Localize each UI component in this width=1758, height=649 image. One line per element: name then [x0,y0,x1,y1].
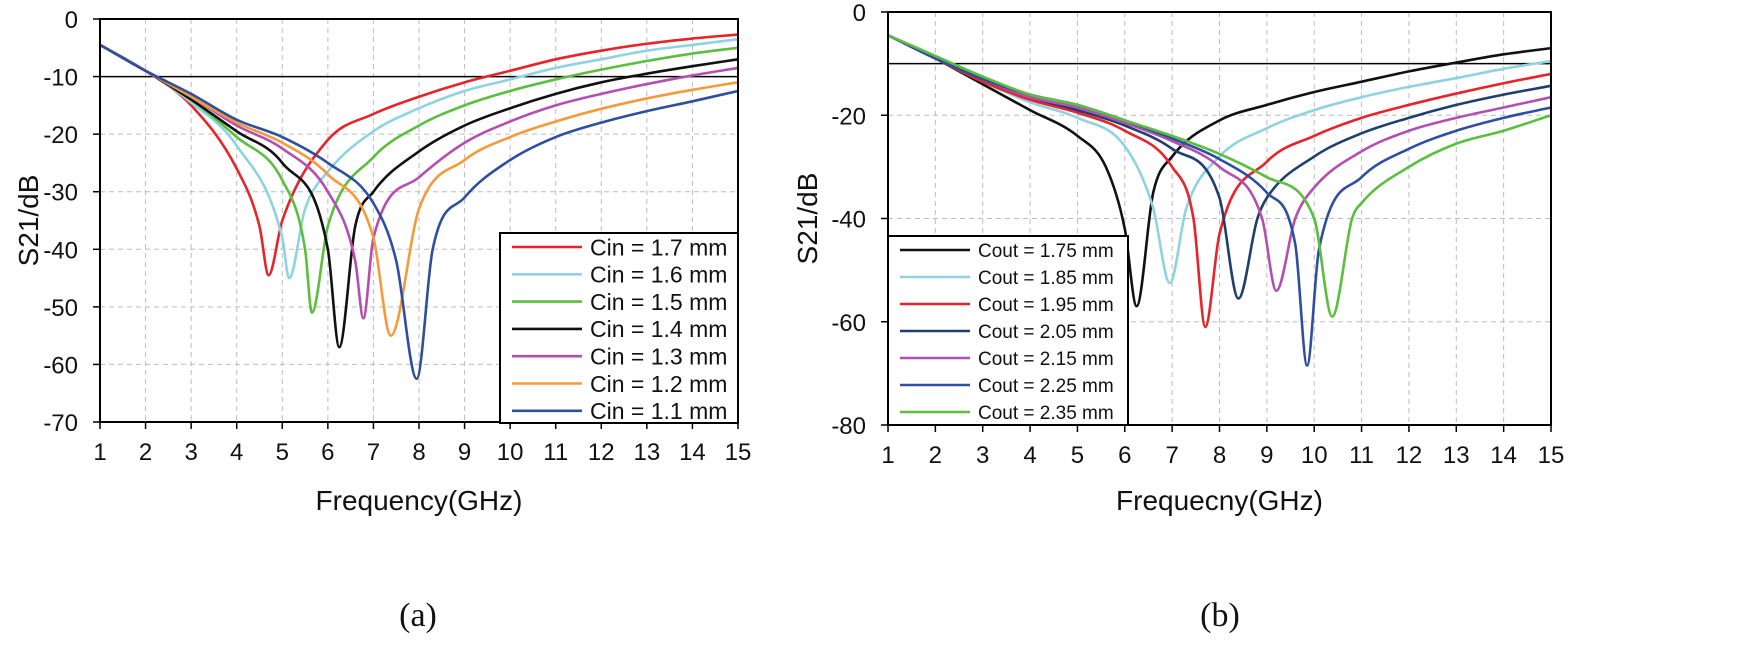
x-tick-label: 2 [929,442,942,469]
legend-label: Cout = 1.75 mm [978,241,1114,262]
chart-panel-b: 1 2 3 4 5 6 7 8 9 10 11 12 13 14 15 0-20-40-60-80 Freq… [792,0,1565,634]
series-line [99,43,739,381]
legend-label: Cout = 1.95 mm [978,295,1114,316]
x-axis-label-b: Frequecny(GHz) [1116,485,1323,516]
legend-label: Cout = 1.85 mm [978,268,1114,289]
x-tick-label: 6 [1118,442,1131,469]
legend-label: Cin = 1.2 mm [590,371,727,397]
y-tick-label: -80 [831,413,866,440]
y-tick-label: -30 [43,180,78,207]
x-tick-label: 11 [543,439,568,466]
y-tick-label: -70 [43,410,78,437]
y-tick-label: -60 [43,352,78,379]
x-tick-label: 7 [1165,442,1178,469]
series-line [887,34,1552,285]
x-tick-label: 13 [1443,442,1470,469]
y-tick-label: -60 [831,310,866,337]
x-tick-label: 11 [1349,442,1374,469]
series-line [887,34,1552,318]
legend-label: Cout = 2.05 mm [978,322,1114,343]
legend-label: Cin = 1.1 mm [590,398,727,424]
panel-label-a: (a) [399,597,437,634]
x-tick-labels-b: 1 2 3 4 5 6 7 8 9 10 11 12 13 14 15 [881,425,1564,469]
y-tick-label: -40 [43,237,78,264]
legend-label: Cout = 2.25 mm [978,376,1114,397]
x-tick-label: 15 [725,439,752,466]
y-tick-labels-b: 0 -20 -40 -60 -80 [831,0,888,440]
x-tick-label: 3 [184,439,197,466]
legend-label: Cout = 2.35 mm [978,403,1114,424]
x-tick-label: 9 [1260,442,1273,469]
y-axis-label-a: S21/dB [13,175,44,267]
y-tick-labels-a: 0 -10 -20 -30 -40 -50 -60 -70 [43,7,100,437]
x-tick-label: 1 [881,442,894,469]
panel-label-b: (b) [1200,597,1240,634]
y-tick-label: -20 [43,122,78,149]
legend-label: Cin = 1.4 mm [590,316,727,342]
x-tick-label: 1 [93,439,106,466]
x-tick-label: 14 [1490,442,1517,469]
x-tick-label: 3 [976,442,989,469]
series-line [99,43,739,314]
x-tick-label: 8 [412,439,425,466]
x-tick-label: 5 [1071,442,1084,469]
x-tick-label: 10 [1301,442,1328,469]
legend-label: Cin = 1.7 mm [590,234,727,260]
legend-label: Cin = 1.3 mm [590,343,727,369]
x-tick-label: 8 [1213,442,1226,469]
x-tick-label: 14 [679,439,706,466]
y-tick-label: -40 [831,207,866,234]
x-tick-label: 12 [588,439,615,466]
x-tick-label: 15 [1538,442,1565,469]
chart-panel-a: 1 2 3 4 5 6 7 8 9 10 11 12 13 14 15 0-10-20-30-40-50-6… [13,7,752,634]
x-tick-label: 12 [1396,442,1423,469]
series-line [887,34,1552,293]
series-line [99,37,739,280]
y-axis-label-b: S21/dB [792,173,823,265]
x-tick-label: 9 [458,439,471,466]
legend-b: Cout = 1.75 mm Cout = 1.85 mm Cout = 1.95 … [887,235,1129,426]
series-line [887,34,1552,329]
y-tick-label: -50 [43,295,78,322]
series-group-a [99,33,739,381]
x-tick-label: 7 [367,439,380,466]
x-tick-label: 6 [321,439,334,466]
x-axis-label-a: Frequency(GHz) [316,485,523,516]
x-tick-label: 4 [1023,442,1036,469]
legend-label: Cout = 2.15 mm [978,349,1114,370]
y-tick-label: -10 [43,65,78,92]
x-tick-label: 2 [139,439,152,466]
legend-label: Cin = 1.5 mm [590,289,727,315]
series-line [99,43,739,349]
y-tick-label: 0 [853,0,866,27]
series-group-b [887,34,1552,367]
y-tick-label: 0 [65,7,78,34]
legend-label: Cin = 1.6 mm [590,262,727,288]
x-tick-labels-a: 1 2 3 4 5 6 7 8 9 10 11 12 13 14 15 [93,422,751,466]
x-tick-label: 4 [230,439,243,466]
y-tick-label: -20 [831,103,866,130]
series-line [99,33,739,277]
x-tick-label: 10 [497,439,524,466]
x-tick-label: 5 [276,439,289,466]
series-line [99,43,739,337]
x-tick-label: 13 [634,439,661,466]
series-line [887,34,1552,308]
